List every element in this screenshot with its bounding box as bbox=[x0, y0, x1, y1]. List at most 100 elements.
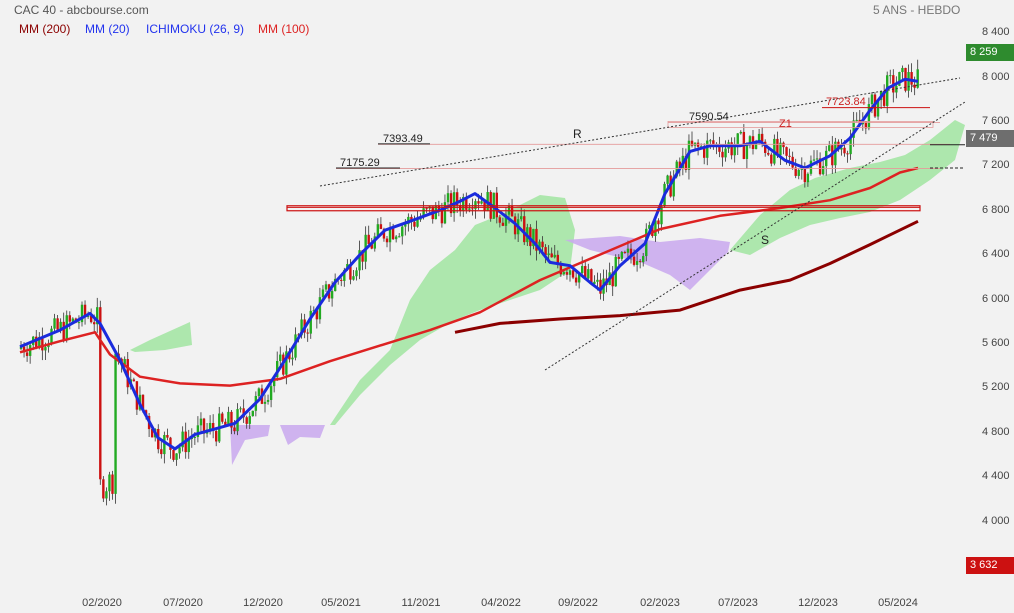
candle-body bbox=[355, 270, 358, 277]
candle-body bbox=[35, 336, 38, 348]
candle-body bbox=[660, 206, 663, 225]
candle-body bbox=[733, 146, 736, 156]
low-price-badge: 3 632 bbox=[966, 557, 1014, 574]
candle-body bbox=[855, 119, 858, 121]
x-tick: 05/2024 bbox=[878, 597, 918, 609]
candle-body bbox=[413, 221, 416, 227]
candle-body bbox=[635, 261, 639, 265]
y-tick: 8 000 bbox=[982, 71, 1010, 83]
candle-body bbox=[248, 416, 251, 424]
candle-body bbox=[321, 289, 325, 298]
candle-body bbox=[916, 69, 919, 88]
support-label: S bbox=[761, 233, 770, 247]
candle-body bbox=[706, 140, 709, 158]
candle-body bbox=[520, 216, 523, 220]
ichimoku-cloud bbox=[730, 120, 965, 255]
candle-body bbox=[587, 269, 590, 279]
candle-body bbox=[675, 161, 678, 177]
y-tick: 4 800 bbox=[982, 426, 1010, 438]
candle-body bbox=[678, 161, 681, 169]
candle-body bbox=[617, 256, 620, 259]
candle-body bbox=[596, 279, 599, 282]
candle-body bbox=[898, 72, 901, 86]
candle-body bbox=[68, 315, 71, 322]
candle-body bbox=[812, 159, 816, 161]
candle-body bbox=[330, 291, 334, 299]
resistance-trendline bbox=[319, 77, 961, 187]
legend-mm200[interactable]: MM (200) bbox=[19, 22, 71, 36]
candle-body bbox=[401, 226, 404, 237]
x-tick: 05/2021 bbox=[321, 597, 361, 609]
candle-body bbox=[629, 248, 633, 257]
candle-body bbox=[794, 167, 797, 176]
candle-body bbox=[718, 143, 721, 152]
candle-body bbox=[22, 346, 26, 353]
candle-body bbox=[404, 224, 407, 227]
candle-body bbox=[141, 394, 145, 411]
candle-body bbox=[556, 254, 559, 265]
y-tick: 5 200 bbox=[982, 381, 1010, 393]
candle-body bbox=[343, 270, 346, 281]
candle-body bbox=[367, 234, 370, 245]
x-tick: 04/2022 bbox=[481, 597, 521, 609]
candle-body bbox=[535, 228, 538, 251]
candle-body bbox=[215, 430, 218, 442]
candle-body bbox=[297, 334, 300, 336]
candle-body bbox=[852, 120, 855, 138]
candle-body bbox=[764, 141, 767, 153]
candle-body bbox=[815, 158, 819, 160]
candle-body bbox=[846, 153, 849, 155]
level-7393-label: 7393.49 bbox=[383, 133, 423, 145]
candle-body bbox=[114, 353, 117, 494]
legend-mm20[interactable]: MM (20) bbox=[85, 22, 130, 36]
candle-body bbox=[172, 449, 175, 460]
candle-body bbox=[333, 278, 337, 292]
candle-body bbox=[590, 269, 593, 284]
legend-ichimoku[interactable]: ICHIMOKU (26, 9) bbox=[146, 22, 245, 36]
candle-body bbox=[910, 72, 913, 85]
candle-body bbox=[224, 421, 227, 426]
candle-body bbox=[358, 250, 361, 271]
candle-body bbox=[638, 261, 642, 263]
candle-body bbox=[843, 147, 846, 154]
zone-z1-box bbox=[667, 121, 934, 128]
candle-body bbox=[690, 140, 694, 146]
candle-body bbox=[468, 208, 471, 210]
candle-body bbox=[581, 266, 584, 274]
candle-body bbox=[593, 281, 596, 284]
candle-body bbox=[379, 224, 383, 229]
candle-body bbox=[684, 155, 688, 170]
mm200-line bbox=[454, 219, 919, 334]
candle-body bbox=[38, 336, 41, 348]
x-tick: 11/2021 bbox=[401, 597, 441, 609]
candle-body bbox=[269, 386, 273, 400]
candle-body bbox=[571, 270, 575, 278]
support-zone-box bbox=[286, 205, 921, 212]
candle-body bbox=[425, 208, 428, 210]
candle-body bbox=[391, 227, 395, 240]
candle-body bbox=[181, 431, 184, 448]
candle-body bbox=[446, 193, 450, 203]
candle-body bbox=[901, 67, 904, 73]
y-tick: 6 000 bbox=[982, 293, 1010, 305]
candle-body bbox=[754, 142, 758, 150]
candle-body bbox=[544, 247, 547, 256]
candle-body bbox=[25, 352, 29, 356]
legend-mm100[interactable]: MM (100) bbox=[258, 22, 310, 36]
candle-body bbox=[239, 408, 242, 410]
candle-body bbox=[318, 297, 322, 320]
candle-body bbox=[864, 121, 868, 129]
candle-body bbox=[96, 307, 99, 325]
candle-body bbox=[785, 147, 788, 156]
candle-body bbox=[276, 361, 279, 378]
candle-body bbox=[828, 145, 831, 151]
candle-body bbox=[455, 192, 459, 206]
candle-body bbox=[99, 307, 102, 480]
candle-body bbox=[279, 354, 282, 362]
candle-body bbox=[599, 279, 602, 294]
x-tick: 12/2023 bbox=[798, 597, 838, 609]
candle-body bbox=[529, 227, 532, 247]
candle-body bbox=[93, 322, 96, 325]
candle-body bbox=[41, 336, 44, 351]
